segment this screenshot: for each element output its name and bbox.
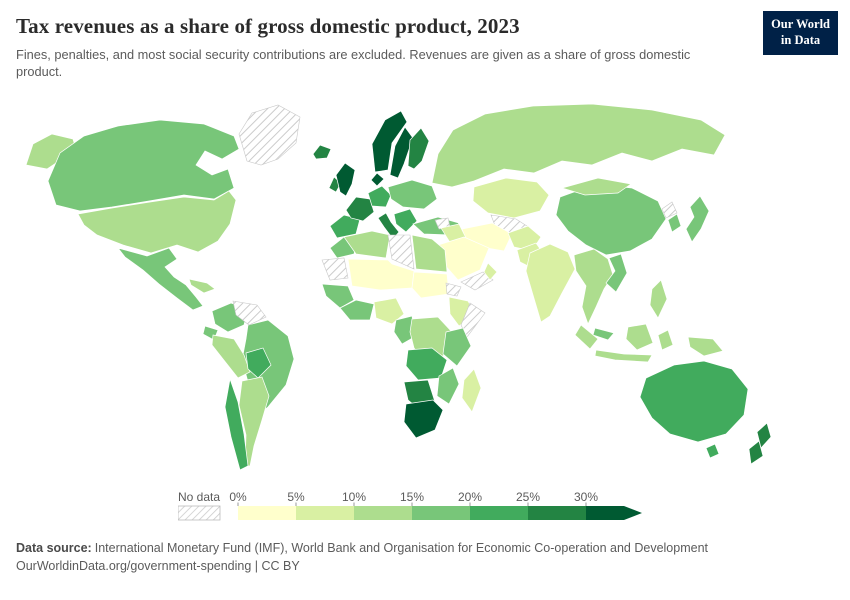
region-java[interactable] <box>594 349 653 362</box>
region-madagascar[interactable] <box>461 367 482 413</box>
data-source-label: Data source: <box>16 540 92 555</box>
owid-logo: Our World in Data <box>763 11 838 55</box>
region-venezuela-nodata[interactable] <box>232 300 267 325</box>
region-japan[interactable] <box>685 194 710 243</box>
region-guinea-coast[interactable] <box>339 299 375 320</box>
region-nigeria[interactable] <box>373 297 405 324</box>
region-finland[interactable] <box>407 126 430 169</box>
region-norway[interactable] <box>371 110 408 172</box>
region-mainland-se-asia[interactable] <box>573 248 614 325</box>
legend-segment-6-arrow[interactable] <box>586 505 642 520</box>
region-italy[interactable] <box>377 212 400 240</box>
region-australia[interactable] <box>639 360 749 442</box>
region-egypt[interactable] <box>411 234 448 272</box>
legend-segment-3[interactable] <box>412 505 470 520</box>
page-title: Tax revenues as a share of gross domesti… <box>16 14 520 38</box>
region-eastern-europe[interactable] <box>387 179 438 209</box>
region-canada[interactable] <box>47 119 240 211</box>
legend-segment-1[interactable] <box>296 505 354 520</box>
region-balkans[interactable] <box>393 208 418 233</box>
region-usa[interactable] <box>77 190 237 253</box>
region-malaysia[interactable] <box>592 327 615 340</box>
map-container <box>0 87 850 487</box>
region-new-guinea[interactable] <box>687 336 724 356</box>
region-kenya-tanzania[interactable] <box>442 327 472 367</box>
chart-header: Tax revenues as a share of gross domesti… <box>0 0 850 81</box>
region-france[interactable] <box>345 196 375 221</box>
owid-chart: Tax revenues as a share of gross domesti… <box>0 0 850 577</box>
region-philippines[interactable] <box>649 278 668 319</box>
region-uk[interactable] <box>335 162 356 197</box>
legend-tick-3: 15% <box>400 491 424 504</box>
logo-line-2: in Data <box>780 33 821 48</box>
region-south-africa[interactable] <box>403 399 444 438</box>
region-denmark[interactable] <box>370 172 385 187</box>
region-mongolia[interactable] <box>560 177 632 195</box>
region-greenland-nodata[interactable] <box>238 104 301 165</box>
legend-segment-0[interactable] <box>238 505 296 520</box>
region-oman[interactable] <box>483 261 498 281</box>
legend-segment-2[interactable] <box>354 505 412 520</box>
region-cameroon-gabon[interactable] <box>393 315 417 344</box>
legend-tick-5: 25% <box>516 491 540 504</box>
footer-link[interactable]: OurWorldinData.org/government-spending |… <box>16 559 300 574</box>
data-source-text: International Monetary Fund (IMF), World… <box>94 540 709 555</box>
region-bolivia[interactable] <box>245 347 272 379</box>
map-legend[interactable]: No data 0% 5% 10% 15% 20% 25% 30% <box>177 490 850 529</box>
no-data-swatch[interactable] <box>177 505 221 520</box>
legend-segment-4[interactable] <box>470 505 528 520</box>
legend-tick-6: 30% <box>574 491 598 504</box>
region-kazakhstan[interactable] <box>472 177 550 218</box>
region-libya-nodata[interactable] <box>387 234 415 270</box>
region-yemen-nodata[interactable] <box>460 271 494 290</box>
logo-line-1: Our World <box>771 17 830 31</box>
region-western-sahara-nodata[interactable] <box>321 257 349 280</box>
region-algeria[interactable] <box>343 230 391 258</box>
region-vietnam[interactable] <box>605 253 628 293</box>
chart-footer: Data source: International Monetary Fund … <box>0 529 850 577</box>
legend-tick-1: 5% <box>287 491 305 504</box>
region-sulawesi[interactable] <box>657 329 674 351</box>
region-sudan[interactable] <box>411 271 450 298</box>
region-caribbean[interactable] <box>188 278 216 293</box>
region-south-korea[interactable] <box>667 212 682 233</box>
chart-subtitle: Fines, penalties, and most social securi… <box>16 47 691 80</box>
region-new-zealand[interactable] <box>748 421 772 465</box>
legend-tick-4: 20% <box>458 491 482 504</box>
region-borneo[interactable] <box>625 323 654 350</box>
region-mozambique-zimbabwe[interactable] <box>436 367 460 405</box>
region-eritrea-nodata[interactable] <box>445 282 462 296</box>
legend-tick-0: 0% <box>229 491 247 504</box>
region-chile[interactable] <box>224 377 249 471</box>
region-central-europe[interactable] <box>367 185 392 207</box>
no-data-label: No data <box>178 491 220 504</box>
region-argentina[interactable] <box>238 376 270 466</box>
region-mexico[interactable] <box>117 246 204 310</box>
data-source-line: Data source: International Monetary Fund … <box>16 539 834 558</box>
region-peru[interactable] <box>211 334 251 378</box>
region-iberia[interactable] <box>329 214 361 238</box>
region-india[interactable] <box>525 243 576 323</box>
region-sumatra[interactable] <box>574 324 599 350</box>
region-tasmania[interactable] <box>705 443 720 458</box>
region-iceland[interactable] <box>312 144 332 159</box>
region-china[interactable] <box>555 183 667 255</box>
legend-tick-2: 10% <box>342 491 366 504</box>
legend-segment-5[interactable] <box>528 505 586 520</box>
region-north-korea-nodata[interactable] <box>661 201 678 218</box>
region-west-africa[interactable] <box>321 283 355 308</box>
world-choropleth-map[interactable] <box>0 87 850 487</box>
region-russia[interactable] <box>431 103 726 187</box>
